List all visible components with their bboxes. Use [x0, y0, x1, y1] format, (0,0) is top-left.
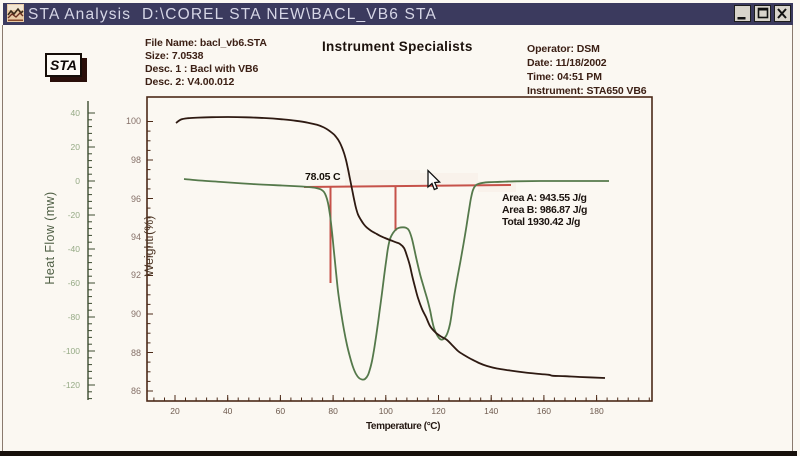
svg-text:100: 100	[126, 116, 141, 126]
svg-text:90: 90	[131, 309, 141, 319]
svg-text:Area B: 986.87 J/g: Area B: 986.87 J/g	[502, 204, 587, 216]
svg-text:0: 0	[75, 176, 80, 186]
svg-text:160: 160	[537, 406, 551, 416]
svg-text:20: 20	[71, 142, 81, 152]
svg-text:Area A: 943.55 J/g: Area A: 943.55 J/g	[502, 192, 587, 204]
svg-text:80: 80	[328, 406, 338, 416]
svg-text:-60: -60	[68, 278, 81, 288]
svg-text:-80: -80	[68, 312, 81, 322]
svg-text:88: 88	[131, 348, 141, 358]
svg-text:86: 86	[131, 386, 141, 396]
svg-text:Heat Flow (mw): Heat Flow (mw)	[43, 191, 57, 284]
svg-text:-100: -100	[63, 346, 80, 356]
svg-text:60: 60	[276, 406, 286, 416]
svg-text:96: 96	[131, 194, 141, 204]
svg-text:40: 40	[71, 108, 81, 118]
svg-text:180: 180	[590, 406, 604, 416]
svg-text:20: 20	[170, 406, 180, 416]
svg-text:Temperature (°C): Temperature (°C)	[366, 421, 440, 432]
svg-text:120: 120	[431, 406, 445, 416]
svg-text:-40: -40	[68, 244, 81, 254]
svg-text:Total 1930.42 J/g: Total 1930.42 J/g	[502, 216, 580, 228]
svg-text:78.05 C: 78.05 C	[305, 171, 341, 183]
svg-text:92: 92	[131, 270, 141, 280]
svg-text:98: 98	[131, 155, 141, 165]
svg-text:-120: -120	[63, 380, 80, 390]
svg-text:100: 100	[379, 406, 393, 416]
svg-text:94: 94	[131, 232, 141, 242]
svg-text:-20: -20	[68, 210, 81, 220]
svg-text:140: 140	[484, 406, 498, 416]
svg-text:40: 40	[223, 406, 233, 416]
svg-text:Weight (%): Weight (%)	[142, 216, 156, 277]
